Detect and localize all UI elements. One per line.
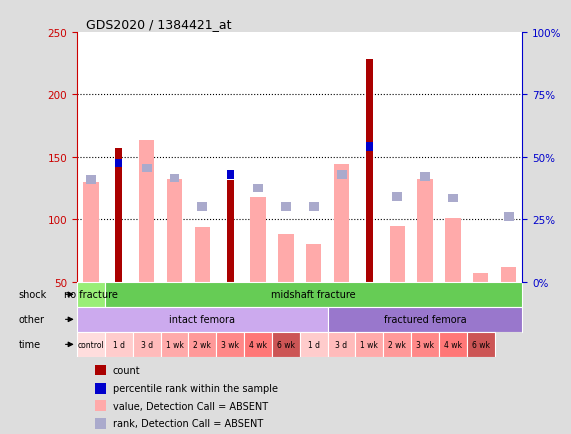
Text: control: control bbox=[78, 340, 104, 349]
Bar bbox=[366, 143, 373, 152]
Bar bbox=[383, 332, 411, 357]
Text: midshaft fracture: midshaft fracture bbox=[271, 289, 356, 299]
Text: 1 wk: 1 wk bbox=[360, 340, 379, 349]
Bar bbox=[250, 197, 266, 282]
Bar bbox=[115, 159, 122, 168]
Bar bbox=[167, 180, 182, 282]
Bar bbox=[198, 203, 207, 212]
Bar bbox=[309, 203, 319, 212]
Bar bbox=[95, 418, 106, 428]
Bar bbox=[132, 332, 160, 357]
Text: 4 wk: 4 wk bbox=[249, 340, 267, 349]
Bar bbox=[445, 218, 461, 282]
Bar bbox=[195, 227, 210, 282]
Text: rank, Detection Call = ABSENT: rank, Detection Call = ABSENT bbox=[112, 418, 263, 428]
Bar bbox=[83, 182, 99, 282]
Bar bbox=[336, 171, 347, 179]
Text: count: count bbox=[112, 365, 140, 375]
Bar bbox=[278, 235, 293, 282]
Bar bbox=[77, 307, 328, 332]
Bar bbox=[300, 332, 328, 357]
Text: 1 d: 1 d bbox=[113, 340, 125, 349]
Bar bbox=[306, 245, 321, 282]
Text: 1 wk: 1 wk bbox=[166, 340, 183, 349]
Bar bbox=[105, 332, 133, 357]
Text: value, Detection Call = ABSENT: value, Detection Call = ABSENT bbox=[112, 401, 268, 411]
Bar bbox=[244, 332, 272, 357]
Text: 6 wk: 6 wk bbox=[472, 340, 490, 349]
Bar bbox=[95, 365, 106, 375]
Bar bbox=[272, 332, 300, 357]
Bar bbox=[501, 267, 516, 282]
Bar bbox=[227, 181, 234, 282]
Text: 6 wk: 6 wk bbox=[277, 340, 295, 349]
Bar bbox=[411, 332, 439, 357]
Text: no fracture: no fracture bbox=[64, 289, 118, 299]
Bar bbox=[77, 282, 105, 307]
Text: shock: shock bbox=[19, 289, 47, 299]
Text: 3 d: 3 d bbox=[140, 340, 152, 349]
Bar bbox=[355, 332, 383, 357]
Bar bbox=[95, 383, 106, 394]
Bar bbox=[86, 175, 96, 184]
Text: fractured femora: fractured femora bbox=[384, 315, 467, 325]
Bar bbox=[366, 60, 373, 282]
Bar bbox=[77, 332, 105, 357]
Text: other: other bbox=[19, 315, 45, 325]
Text: 2 wk: 2 wk bbox=[194, 340, 211, 349]
Bar bbox=[170, 174, 179, 183]
Bar bbox=[328, 332, 355, 357]
Bar bbox=[389, 226, 405, 282]
Bar bbox=[139, 141, 154, 282]
Bar bbox=[115, 148, 122, 282]
Bar bbox=[216, 332, 244, 357]
Bar bbox=[95, 400, 106, 411]
Bar bbox=[417, 180, 433, 282]
Bar bbox=[142, 164, 152, 173]
Bar bbox=[467, 332, 494, 357]
Bar bbox=[392, 193, 402, 202]
Bar bbox=[439, 332, 467, 357]
Bar bbox=[334, 165, 349, 282]
Text: 1 d: 1 d bbox=[308, 340, 320, 349]
Bar bbox=[188, 332, 216, 357]
Bar bbox=[448, 194, 458, 203]
Bar bbox=[253, 184, 263, 193]
Bar bbox=[420, 173, 430, 182]
Bar bbox=[281, 203, 291, 212]
Bar bbox=[473, 273, 488, 282]
Bar bbox=[504, 213, 513, 222]
Text: time: time bbox=[19, 339, 41, 349]
Text: intact femora: intact femora bbox=[170, 315, 235, 325]
Text: 3 wk: 3 wk bbox=[221, 340, 239, 349]
Bar bbox=[227, 171, 234, 179]
Bar bbox=[160, 332, 188, 357]
Text: 3 d: 3 d bbox=[336, 340, 348, 349]
Text: 2 wk: 2 wk bbox=[388, 340, 406, 349]
Text: 3 wk: 3 wk bbox=[416, 340, 434, 349]
Text: GDS2020 / 1384421_at: GDS2020 / 1384421_at bbox=[86, 18, 231, 31]
Bar bbox=[328, 307, 522, 332]
Text: percentile rank within the sample: percentile rank within the sample bbox=[112, 383, 278, 393]
Text: 4 wk: 4 wk bbox=[444, 340, 462, 349]
